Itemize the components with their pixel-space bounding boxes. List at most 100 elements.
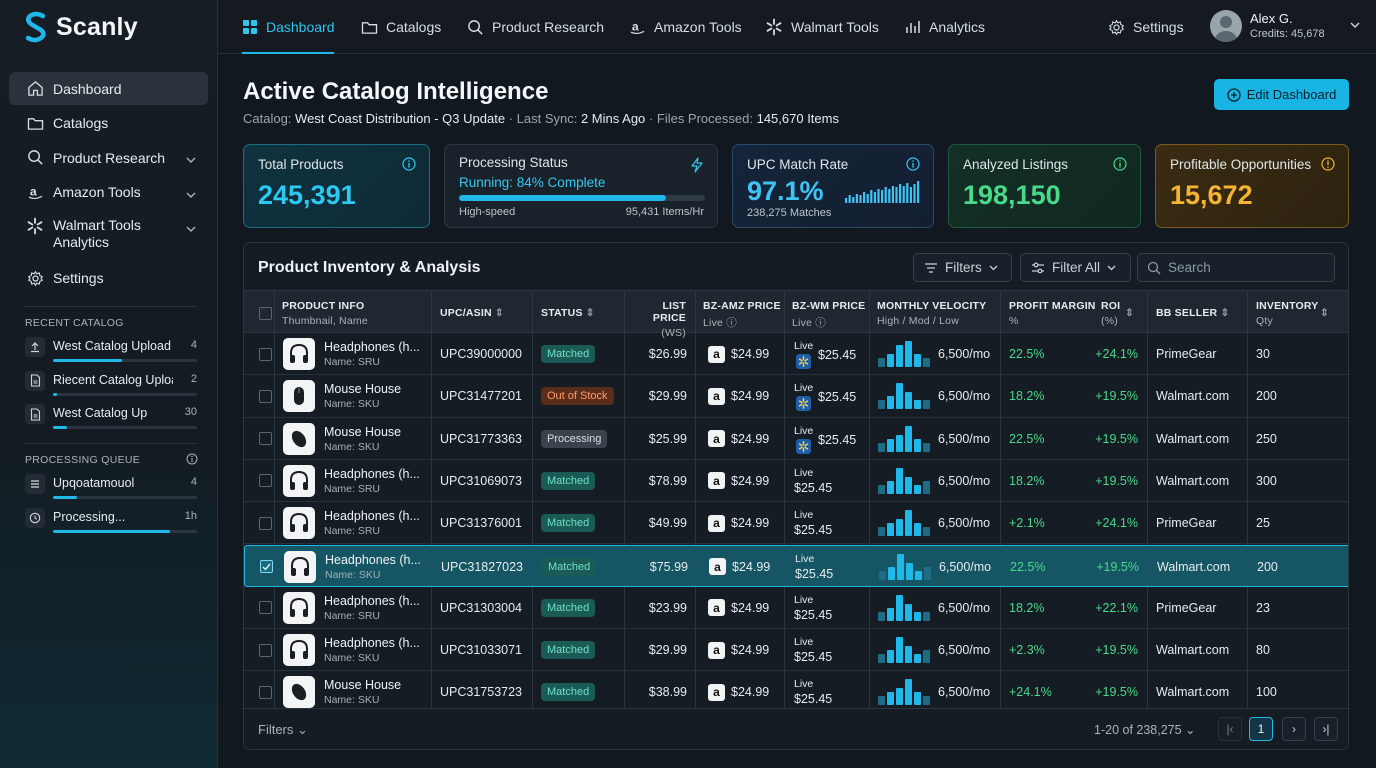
product-name[interactable]: Mouse House	[324, 678, 402, 693]
sidebar-item-label: Dashboard	[53, 80, 122, 97]
next-page-button[interactable]: ›	[1282, 717, 1306, 741]
tab-walmart-tools[interactable]: Walmart Tools	[765, 0, 879, 54]
tab-catalogs[interactable]: Catalogs	[361, 0, 441, 54]
chevron-down-icon[interactable]	[186, 186, 196, 202]
settings-link[interactable]: Settings	[1108, 0, 1184, 54]
velocity-bar	[905, 510, 912, 537]
info-icon[interactable]	[1113, 157, 1127, 171]
edit-dashboard-button[interactable]: Edit Dashboard	[1214, 79, 1349, 110]
pagination-range[interactable]: 1-20 of 238,275 ⌄	[1094, 723, 1196, 737]
select-all-checkbox[interactable]	[259, 291, 272, 334]
sidebar-item-amazon-tools[interactable]: a Amazon Tools	[9, 176, 208, 209]
status-badge: Matched	[541, 598, 596, 617]
sidebar-item-catalogs[interactable]: Catalogs	[9, 107, 208, 140]
col-monthly-velocity[interactable]: MONTHLY VELOCITY High / Mod / Low	[877, 300, 987, 327]
profit-margin: 22.5%	[1010, 559, 1046, 574]
sidebar-item-walmart-tools[interactable]: Walmart Tools Analytics	[9, 210, 208, 260]
table-row[interactable]: Headphones (h... Name: SKU UPC31033071 Matc…	[244, 629, 1348, 672]
product-thumbnail	[283, 418, 315, 460]
tab-product-research[interactable]: Product Research	[467, 0, 604, 54]
alert-icon[interactable]	[1321, 157, 1335, 171]
chevron-down-icon[interactable]	[186, 151, 196, 167]
sidebar-item-settings[interactable]: Settings	[9, 262, 208, 295]
product-name[interactable]: Mouse House	[324, 382, 402, 397]
catalog-meta: Catalog: West Coast Distribution - Q3 Up…	[243, 111, 839, 126]
filter-all-dropdown[interactable]: Filter All	[1020, 253, 1131, 282]
user-menu[interactable]: Alex G. Credits: 45,678	[1210, 9, 1370, 45]
info-icon[interactable]	[402, 157, 416, 171]
list-item[interactable]: West Catalog Upload 4	[25, 337, 197, 365]
list-item[interactable]: Upqoatamouol 4	[25, 474, 197, 502]
velocity-bar	[923, 696, 930, 706]
row-checkbox[interactable]	[259, 333, 272, 375]
list-item[interactable]: West Catalog Up 30	[25, 404, 197, 432]
row-checkbox[interactable]	[259, 375, 272, 417]
table-row[interactable]: Headphones (h... Name: SKU UPC31827023 Matc…	[244, 544, 1348, 588]
col-roi[interactable]: ROI (%) ⇕	[1101, 300, 1134, 327]
product-name[interactable]: Headphones (h...	[325, 552, 421, 567]
card-value: 15,672	[1170, 180, 1253, 210]
page-number-button[interactable]: 1	[1249, 717, 1273, 741]
list-item[interactable]: Processing... 1h	[25, 507, 197, 536]
table-row[interactable]: Headphones (h... Name: SRU UPC31069073 Matc…	[244, 460, 1348, 503]
sparkline-bar	[855, 194, 858, 203]
table-row[interactable]: Headphones (h... Name: SRU UPC31303004 Matc…	[244, 587, 1348, 630]
sidebar-item-product-research[interactable]: Product Research	[9, 141, 208, 174]
footer-filters-button[interactable]: Filters ⌄	[258, 722, 308, 737]
sidebar-item-dashboard[interactable]: Dashboard	[9, 72, 208, 105]
chevron-down-icon[interactable]	[186, 220, 196, 236]
product-thumbnail	[283, 629, 315, 671]
col-status[interactable]: STATUS ⇕	[541, 307, 595, 319]
card-label: UPC Match Rate	[747, 157, 849, 172]
info-icon[interactable]	[186, 453, 198, 465]
card-label: Processing Status	[459, 155, 568, 170]
headphones-icon	[283, 507, 315, 540]
col-inventory[interactable]: INVENTORY Qty ⇕	[1256, 300, 1329, 327]
search-input[interactable]: Search	[1137, 253, 1335, 282]
first-page-button[interactable]: |‹	[1218, 717, 1242, 741]
sparkline-bar	[877, 189, 880, 203]
product-name[interactable]: Headphones (h...	[324, 340, 420, 354]
row-checkbox[interactable]	[259, 460, 272, 502]
tab-dashboard[interactable]: Dashboard	[242, 0, 335, 54]
folder-icon	[26, 114, 44, 132]
col-amz-price[interactable]: BZ-AMZ PRICE Live ⓘ	[703, 300, 781, 329]
row-checkbox[interactable]	[259, 671, 272, 713]
table-row[interactable]: Headphones (h... Name: SRU UPC31376001 Matc…	[244, 502, 1348, 545]
filters-button[interactable]: Filters	[913, 253, 1012, 282]
inventory-qty: 100	[1256, 685, 1277, 700]
status-badge: Matched	[541, 683, 596, 702]
table-row[interactable]: Mouse House Name: SKU UPC31477201 Out of St…	[244, 375, 1348, 418]
headphones-icon	[283, 634, 315, 667]
table-row[interactable]: Mouse House Name: SKU UPC31773363 Processin…	[244, 418, 1348, 460]
row-checkbox[interactable]	[259, 629, 272, 671]
product-name[interactable]: Headphones (h...	[324, 509, 420, 524]
product-name[interactable]: Headphones (h...	[324, 466, 420, 481]
last-page-button[interactable]: ›|	[1314, 717, 1338, 741]
product-name[interactable]: Headphones (h...	[324, 636, 420, 651]
table-row[interactable]: Headphones (h... Name: SRU UPC39000000 Matc…	[244, 333, 1348, 376]
col-wm-price[interactable]: BZ-WM PRICE Live ⓘ	[792, 300, 866, 329]
row-checkbox[interactable]	[259, 587, 272, 629]
product-thumbnail	[283, 671, 315, 713]
app-logo[interactable]: Scanly	[24, 10, 138, 44]
col-profit-margin[interactable]: PROFIT MARGIN%	[1009, 300, 1096, 327]
velocity-bar	[879, 570, 886, 580]
list-item[interactable]: Riecent Catalog Uploa... 2	[25, 370, 197, 399]
product-name[interactable]: Mouse House	[324, 424, 402, 439]
tab-analytics[interactable]: Analytics	[905, 0, 985, 54]
info-icon[interactable]	[906, 157, 920, 171]
sort-icon: ⇕	[494, 307, 504, 319]
tab-amazon-tools[interactable]: a Amazon Tools	[629, 0, 742, 54]
col-bb-seller[interactable]: BB SELLER ⇕	[1156, 307, 1230, 319]
col-upc-asin[interactable]: UPC/ASIN ⇕	[440, 307, 504, 319]
row-checkbox[interactable]	[260, 546, 273, 588]
col-product-info[interactable]: PRODUCT INFO Thumbnail, Name	[282, 300, 368, 327]
row-checkbox[interactable]	[259, 502, 272, 544]
velocity-bar	[923, 400, 930, 410]
row-checkbox[interactable]	[259, 418, 272, 460]
amazon-icon: a	[709, 558, 726, 575]
col-list-price[interactable]: LIST PRICE (WS)	[652, 300, 686, 339]
table-row[interactable]: Mouse House Name: SKU UPC31753723 Matched $3…	[244, 671, 1348, 714]
product-name[interactable]: Headphones (h...	[324, 593, 420, 608]
